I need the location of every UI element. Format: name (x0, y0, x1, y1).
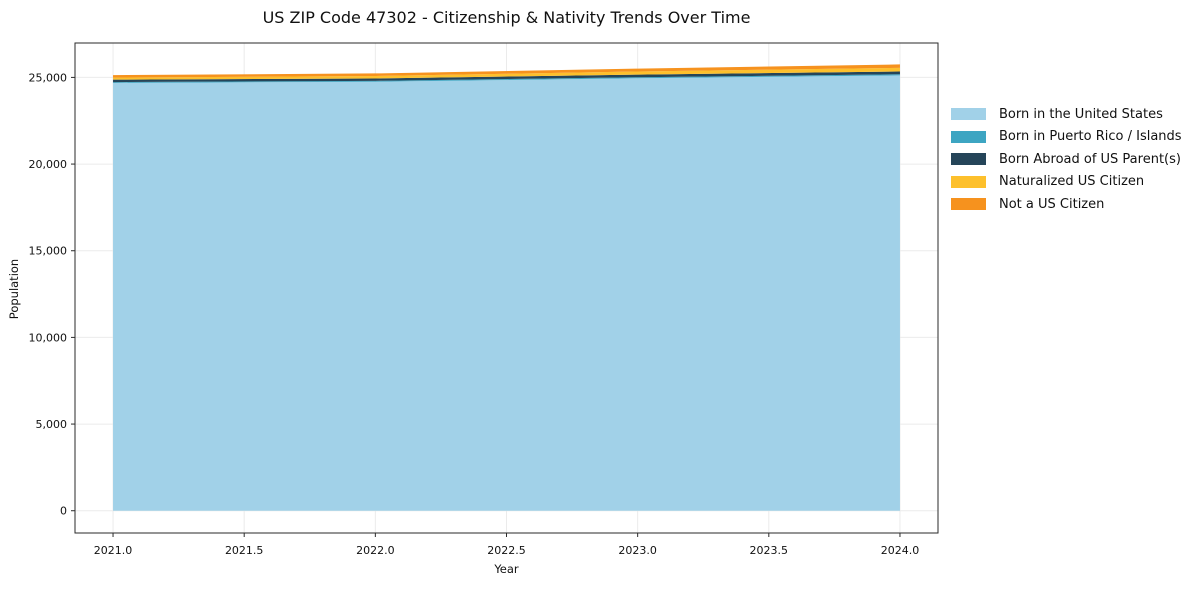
legend-item: Born in Puerto Rico / Islands (951, 126, 1182, 149)
x-tick-label: 2022.5 (487, 544, 526, 557)
legend-swatch (951, 153, 986, 166)
y-tick-label: 25,000 (29, 71, 68, 84)
x-tick-label: 2023.5 (750, 544, 789, 557)
area-not-a-us-citizen (113, 64, 900, 78)
x-tick-label: 2021.5 (225, 544, 264, 557)
legend-label: Born in the United States (999, 106, 1163, 122)
legend-label: Not a US Citizen (999, 196, 1105, 212)
legend-swatch (951, 130, 986, 143)
legend-item: Naturalized US Citizen (951, 171, 1182, 194)
y-tick-label: 0 (60, 505, 67, 518)
legend-swatch (951, 108, 986, 121)
legend-item: Born in the United States (951, 103, 1182, 126)
area-born-abroad-of-us-parent-s (113, 71, 900, 83)
x-tick-label: 2021.0 (94, 544, 133, 557)
y-tick-label: 15,000 (29, 245, 68, 258)
y-tick-label: 10,000 (29, 331, 68, 344)
legend-label: Born in Puerto Rico / Islands (999, 129, 1182, 145)
legend-item: Born Abroad of US Parent(s) (951, 148, 1182, 171)
x-tick-label: 2022.0 (356, 544, 395, 557)
chart-title: US ZIP Code 47302 - Citizenship & Nativi… (262, 8, 751, 27)
area-born-in-puerto-rico-islands (113, 74, 900, 83)
x-tick-label: 2023.0 (618, 544, 657, 557)
legend-item: Not a US Citizen (951, 193, 1182, 216)
y-tick-label: 5,000 (36, 418, 68, 431)
x-tick-label: 2024.0 (881, 544, 920, 557)
y-axis-label: Population (7, 258, 21, 320)
legend-swatch (951, 198, 986, 211)
y-tick-label: 20,000 (29, 158, 68, 171)
legend-label: Born Abroad of US Parent(s) (999, 151, 1181, 167)
area-born-in-the-united-states (113, 75, 900, 511)
legend-swatch (951, 175, 986, 188)
legend: Born in the United States Born in Puerto … (951, 103, 1182, 216)
legend-label: Naturalized US Citizen (999, 174, 1145, 190)
x-axis-label: Year (494, 562, 519, 576)
